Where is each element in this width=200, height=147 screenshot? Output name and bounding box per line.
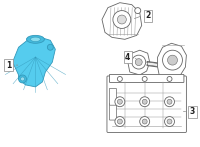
Text: 3: 3 xyxy=(190,107,195,116)
Circle shape xyxy=(115,97,125,107)
Polygon shape xyxy=(13,37,55,87)
Circle shape xyxy=(142,76,147,81)
Circle shape xyxy=(142,119,147,124)
Circle shape xyxy=(113,11,131,28)
Circle shape xyxy=(117,15,126,24)
Circle shape xyxy=(117,119,122,124)
Ellipse shape xyxy=(27,35,44,43)
Polygon shape xyxy=(128,50,150,75)
Text: 2: 2 xyxy=(145,11,150,20)
Circle shape xyxy=(167,119,172,124)
FancyBboxPatch shape xyxy=(107,76,186,132)
Polygon shape xyxy=(158,43,186,79)
Text: 1: 1 xyxy=(6,61,11,70)
Circle shape xyxy=(47,44,53,50)
Circle shape xyxy=(135,8,141,14)
Circle shape xyxy=(117,99,122,104)
Circle shape xyxy=(165,117,174,127)
FancyBboxPatch shape xyxy=(109,88,116,105)
Circle shape xyxy=(167,76,172,81)
FancyBboxPatch shape xyxy=(109,103,116,120)
Circle shape xyxy=(165,97,174,107)
Circle shape xyxy=(117,76,122,81)
Circle shape xyxy=(140,117,150,127)
Polygon shape xyxy=(102,3,142,39)
Circle shape xyxy=(135,59,142,66)
Text: 4: 4 xyxy=(125,53,130,62)
Circle shape xyxy=(19,75,27,83)
Circle shape xyxy=(132,55,146,69)
Ellipse shape xyxy=(30,37,40,42)
Circle shape xyxy=(140,97,150,107)
Circle shape xyxy=(142,99,147,104)
FancyBboxPatch shape xyxy=(109,75,184,82)
Circle shape xyxy=(167,99,172,104)
Circle shape xyxy=(168,55,177,65)
Circle shape xyxy=(21,77,25,81)
Circle shape xyxy=(115,117,125,127)
Circle shape xyxy=(163,50,182,70)
Polygon shape xyxy=(148,62,163,67)
